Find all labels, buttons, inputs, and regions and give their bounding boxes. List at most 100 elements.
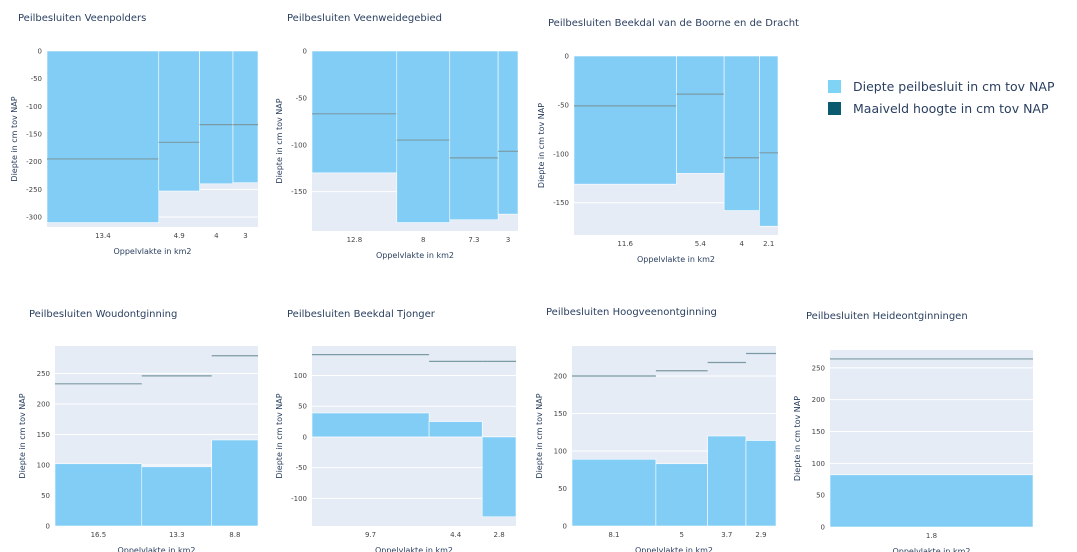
bar <box>46 50 160 223</box>
x-tick-label: 11.6 <box>617 240 633 248</box>
y-tick-label: 50 <box>298 403 307 411</box>
bar <box>449 50 499 221</box>
y-tick-label: 0 <box>38 48 42 56</box>
x-tick-label: 8.8 <box>229 531 240 539</box>
y-tick-label: -100 <box>291 141 307 149</box>
bar <box>655 463 708 527</box>
y-tick-label: 50 <box>41 492 50 500</box>
x-tick-label: 16.5 <box>91 531 107 539</box>
chart-beekdal-tjonger: 9.7 4.4 2.8 100 50 0 -50 -100 Oppelvlakte in km2… <box>275 346 517 552</box>
x-tick-label: 1.8 <box>926 532 937 540</box>
bar <box>211 439 259 527</box>
y-tick-label: 200 <box>812 396 825 404</box>
x-tick-label: 4.9 <box>174 232 185 240</box>
x-tick-label: 2.1 <box>763 240 774 248</box>
x-tick-label: 9.7 <box>365 531 376 539</box>
y-tick-label: 100 <box>554 448 567 456</box>
x-axis-label: Oppelvlakte in km2 <box>113 247 191 256</box>
x-axis-label: Oppelvlakte in km2 <box>117 546 195 552</box>
y-tick-label: 200 <box>554 373 567 381</box>
y-tick-label: 250 <box>37 370 50 378</box>
chart-title-veenweidegebied: Peilbesluiten Veenweidegebied <box>287 13 443 24</box>
chart-hoogveenontginning: 8.1 5 3.7 2.9 0 50 100 150 200 Oppelvlakte in km2… <box>535 346 777 552</box>
bar <box>199 50 234 185</box>
chart-title-woudontginning: Peilbesluiten Woudontginning <box>29 309 178 320</box>
y-tick-label: 100 <box>37 461 50 469</box>
legend-item-depth[interactable]: Diepte peilbesluit in cm tov NAP <box>828 75 1055 97</box>
legend-item-maaiveld[interactable]: Maaiveld hoogte in cm tov NAP <box>828 97 1055 119</box>
legend-swatch-depth <box>828 79 841 93</box>
y-tick-label: 0 <box>563 523 567 531</box>
chart-heideontginningen: 1.8 0 50 100 150 200 250 Oppelvlakte in km2 Diep… <box>793 350 1034 552</box>
bar <box>745 440 777 527</box>
bar <box>54 463 143 527</box>
bar <box>311 50 398 174</box>
bar <box>396 50 451 223</box>
y-tick-label: 0 <box>46 523 50 531</box>
x-tick-label: 8.1 <box>608 531 619 539</box>
x-tick-label: 13.3 <box>169 531 185 539</box>
x-axis-label: Oppelvlakte in km2 <box>892 547 970 552</box>
legend-swatch-maaiveld <box>828 101 841 115</box>
chart-title-hoogveenontginning: Peilbesluiten Hoogveenontginning <box>546 307 717 318</box>
y-tick-label: 0 <box>303 433 307 441</box>
bar <box>481 436 517 518</box>
y-axis-label: Diepte in cm tov NAP <box>537 103 546 188</box>
legend: Diepte peilbesluit in cm tov NAP Maaivel… <box>828 75 1055 119</box>
y-tick-label: -100 <box>291 495 307 503</box>
bar <box>232 50 259 184</box>
chart-title-veenpolders: Peilbesluiten Veenpolders <box>18 13 147 24</box>
y-tick-label: -50 <box>558 101 569 109</box>
chart-title-beekdal-boorne-dracht: Peilbesluiten Beekdal van de Boorne en d… <box>548 18 799 29</box>
chart-beekdal-boorne-dracht: 11.6 5.4 4 2.1 0 -50 -100 -150 Oppelvlakte in km… <box>537 53 779 264</box>
y-tick-label: -100 <box>26 103 42 111</box>
y-tick-label: -100 <box>553 150 569 158</box>
x-tick-label: 4 <box>214 232 219 240</box>
bar <box>573 55 677 185</box>
y-tick-label: 200 <box>37 400 50 408</box>
y-tick-label: 150 <box>554 410 567 418</box>
y-tick-label: -50 <box>31 75 42 83</box>
y-axis-label: Diepte in cm tov NAP <box>10 96 19 181</box>
bar <box>311 412 430 438</box>
y-tick-label: 50 <box>558 485 567 493</box>
legend-label-depth: Diepte peilbesluit in cm tov NAP <box>853 78 1055 94</box>
y-tick-label: -50 <box>296 464 307 472</box>
y-tick-label: 100 <box>294 372 307 380</box>
x-tick-label: 12.8 <box>347 236 363 244</box>
bar <box>497 50 519 215</box>
bar <box>571 458 657 527</box>
y-axis-label: Diepte in cm tov NAP <box>793 396 802 481</box>
x-axis-label: Oppelvlakte in km2 <box>637 255 715 264</box>
x-tick-label: 5.4 <box>695 240 707 248</box>
x-tick-label: 4.4 <box>450 531 462 539</box>
y-axis-label: Diepte in cm tov NAP <box>18 393 27 478</box>
x-tick-label: 2.8 <box>494 531 505 539</box>
y-tick-label: -250 <box>26 186 42 194</box>
chart-veenpolders: 13.4 4.9 4 3 0 -50 -100 -150 -200 -250 -300 Oppelvl… <box>10 48 259 256</box>
bar <box>428 421 483 438</box>
y-axis-label: Diepte in cm tov NAP <box>535 393 544 478</box>
x-axis-label: Oppelvlakte in km2 <box>375 546 453 552</box>
y-tick-label: 100 <box>812 460 825 468</box>
chart-title-heideontginningen: Peilbesluiten Heideontginningen <box>806 311 968 322</box>
chart-woudontginning: 16.5 13.3 8.8 0 50 100 150 200 250 Oppelvlakte in… <box>18 346 259 552</box>
bar <box>676 55 725 174</box>
y-axis-label: Diepte in cm tov NAP <box>275 98 284 183</box>
x-tick-label: 3 <box>506 236 510 244</box>
x-axis-label: Oppelvlakte in km2 <box>635 546 713 552</box>
y-tick-label: 150 <box>812 428 825 436</box>
y-axis-label: Diepte in cm tov NAP <box>275 393 284 478</box>
x-tick-label: 3 <box>243 232 247 240</box>
x-tick-label: 3.7 <box>721 531 732 539</box>
y-tick-label: 0 <box>821 524 825 532</box>
y-tick-label: 0 <box>565 53 569 61</box>
y-tick-label: 50 <box>816 492 825 500</box>
legend-label-maaiveld: Maaiveld hoogte in cm tov NAP <box>853 100 1049 116</box>
y-tick-label: 250 <box>812 364 825 372</box>
y-tick-label: -300 <box>26 214 42 222</box>
y-tick-label: 0 <box>303 48 307 56</box>
y-tick-label: -150 <box>553 199 569 207</box>
bar <box>829 474 1034 528</box>
bar <box>707 435 747 527</box>
